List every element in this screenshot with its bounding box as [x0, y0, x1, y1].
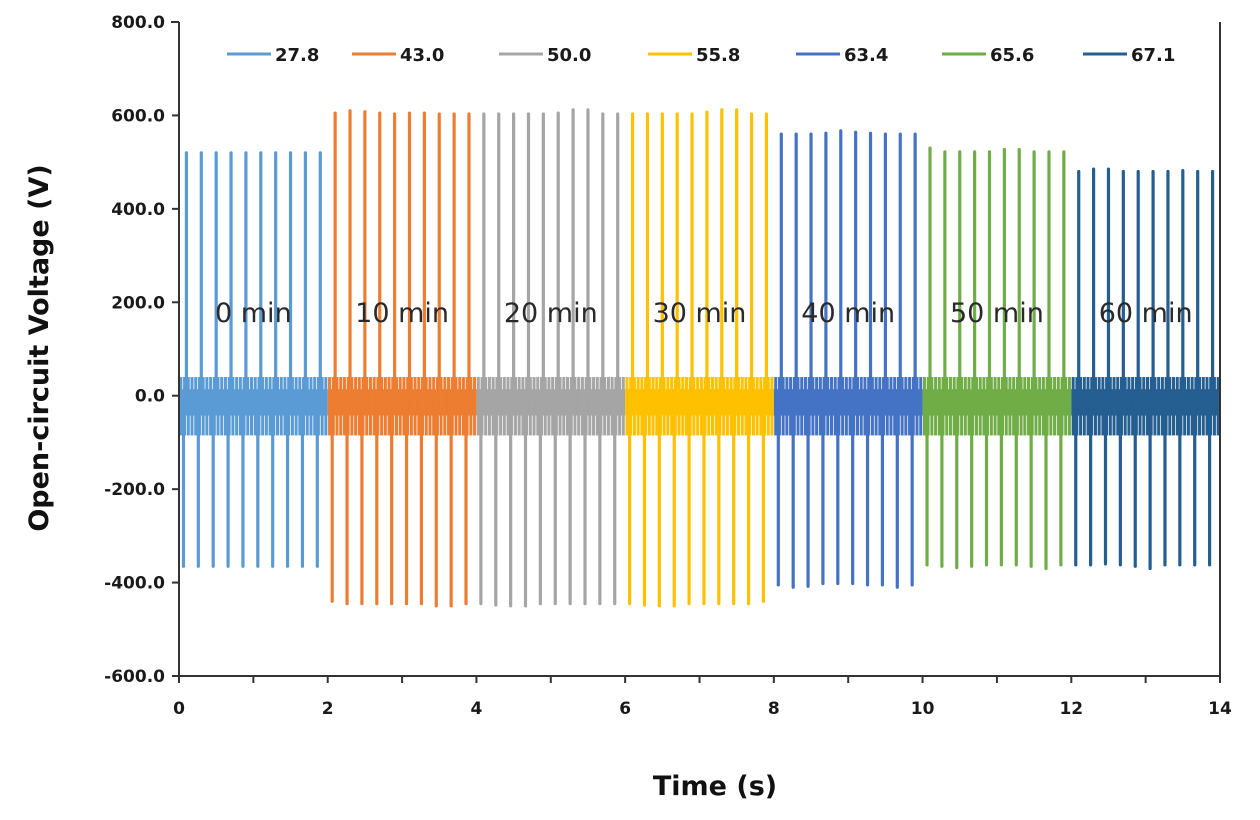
legend-item: 55.8 — [648, 45, 740, 66]
legend-item: 63.4 — [796, 45, 888, 66]
legend-item: 43.0 — [352, 45, 444, 66]
segment-label: 40 min — [801, 298, 895, 329]
legend-label: 65.6 — [990, 45, 1034, 66]
plot-traces — [179, 108, 1220, 608]
segment-label: 10 min — [355, 298, 449, 329]
x-axis-title: Time (s) — [653, 771, 777, 802]
y-tick-label: 800.0 — [111, 13, 165, 33]
legend-label: 63.4 — [844, 45, 888, 66]
series-67.1 — [1071, 167, 1220, 571]
y-tick-label: 200.0 — [111, 293, 165, 313]
x-tick-label: 14 — [1208, 699, 1232, 719]
legend-label: 27.8 — [275, 45, 319, 66]
legend-label: 67.1 — [1131, 45, 1175, 66]
axes: 800.0 600.0 400.0 200.0 0.0 -200.0 -400.0 -600.… — [104, 13, 1232, 719]
y-tick-label: 600.0 — [111, 106, 165, 126]
x-tick-label: 8 — [768, 699, 780, 719]
x-tick-label: 6 — [619, 699, 631, 719]
y-tick-label: 400.0 — [111, 200, 165, 220]
y-axis-title: Open-circuit Voltage (V) — [24, 164, 55, 531]
segment-label: 0 min — [215, 298, 292, 329]
segment-annotations: 0 min 10 min 20 min 30 min 40 min 50 min 60 mi… — [215, 298, 1193, 329]
y-tick-label: -600.0 — [104, 667, 165, 687]
series-43.0 — [327, 109, 477, 608]
legend-label: 50.0 — [547, 45, 591, 66]
series-27.8 — [179, 151, 328, 568]
x-tick-label: 0 — [173, 699, 185, 719]
x-tick-label: 10 — [911, 699, 935, 719]
series-50.0 — [476, 108, 626, 608]
legend-item: 50.0 — [499, 45, 591, 66]
legend-label: 55.8 — [696, 45, 740, 66]
legend-item: 65.6 — [942, 45, 1034, 66]
segment-label: 50 min — [950, 298, 1044, 329]
legend: 27.8 43.0 50.0 55.8 63.4 65.6 67.1 — [227, 45, 1175, 66]
series-55.8 — [625, 108, 774, 608]
segment-label: 30 min — [653, 298, 747, 329]
legend-item: 27.8 — [227, 45, 319, 66]
legend-label: 43.0 — [400, 45, 444, 66]
legend-item: 67.1 — [1083, 45, 1175, 66]
x-tick-label: 4 — [471, 699, 483, 719]
y-tick-label: 0.0 — [135, 387, 165, 407]
x-tick-label: 2 — [322, 699, 334, 719]
segment-label: 20 min — [504, 298, 598, 329]
y-tick-label: -200.0 — [104, 480, 165, 500]
y-tick-label: -400.0 — [104, 574, 165, 594]
series-65.6 — [922, 146, 1072, 571]
segment-label: 60 min — [1099, 298, 1193, 329]
x-tick-label: 12 — [1059, 699, 1083, 719]
series-63.4 — [773, 129, 923, 589]
